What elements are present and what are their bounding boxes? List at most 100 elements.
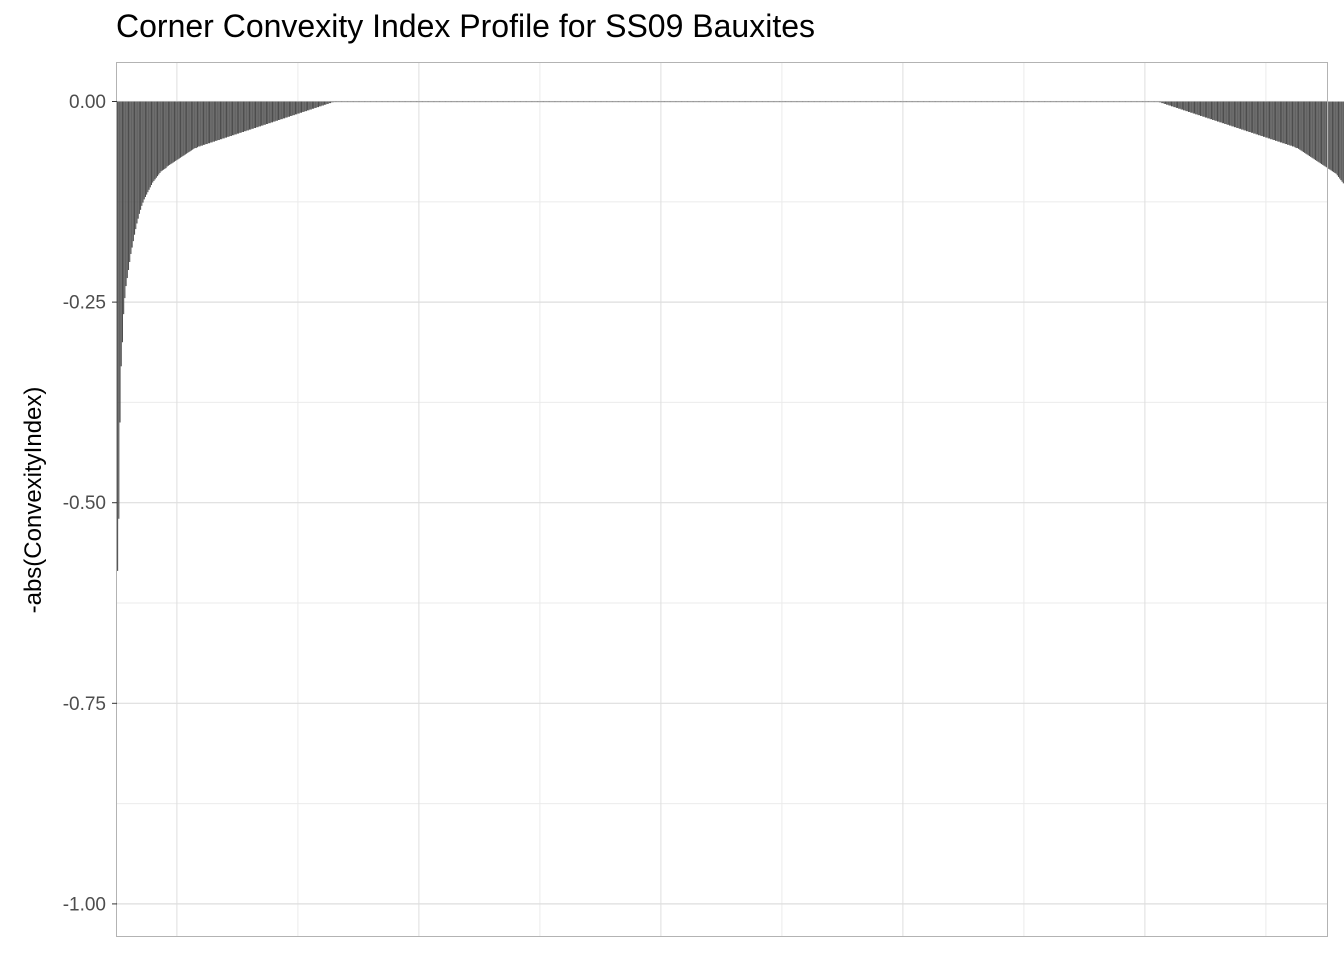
bar	[858, 101, 860, 103]
bar	[897, 101, 899, 103]
bar	[1172, 101, 1174, 107]
bar	[300, 101, 303, 113]
bar	[1200, 101, 1202, 116]
bar	[1099, 101, 1101, 103]
bar	[799, 101, 801, 103]
bar	[1208, 101, 1210, 119]
bar	[392, 101, 395, 103]
bar	[1229, 101, 1231, 126]
bar	[971, 101, 973, 103]
bar	[1264, 101, 1266, 137]
bar	[1029, 101, 1031, 103]
bar	[562, 101, 564, 103]
bar	[731, 101, 733, 103]
bar	[207, 101, 209, 144]
bar	[1155, 101, 1157, 103]
y-tick-label: -1.00	[63, 894, 106, 915]
bar	[1053, 101, 1055, 103]
bar	[1114, 101, 1116, 103]
bar	[976, 101, 978, 103]
bar	[1079, 101, 1081, 103]
bar	[1024, 101, 1026, 103]
bar	[1273, 101, 1275, 141]
bar	[1149, 101, 1151, 103]
bar	[1047, 101, 1049, 103]
bar	[728, 101, 730, 103]
bar	[599, 101, 601, 103]
bar	[232, 101, 234, 136]
bar	[1275, 101, 1277, 141]
bar	[228, 101, 230, 137]
bar	[926, 101, 928, 103]
bar	[737, 101, 739, 103]
bar	[147, 101, 149, 193]
bar	[1201, 101, 1203, 116]
bar	[1184, 101, 1186, 111]
bar	[902, 101, 904, 103]
bar	[822, 101, 824, 103]
bar	[1224, 101, 1226, 124]
bar	[1282, 101, 1284, 144]
bar	[1123, 101, 1125, 103]
bar	[787, 101, 789, 103]
bar	[313, 101, 315, 109]
bar	[1259, 101, 1261, 136]
bar	[403, 101, 405, 103]
bar	[297, 101, 299, 114]
bar	[353, 101, 355, 103]
bar	[890, 101, 892, 103]
bar	[563, 101, 565, 103]
bar	[1276, 101, 1278, 141]
bar	[1232, 101, 1234, 127]
bar	[1111, 101, 1113, 103]
bar	[183, 101, 185, 156]
bar	[949, 101, 951, 103]
bar	[319, 101, 321, 107]
bar	[851, 101, 853, 103]
bar	[653, 101, 655, 103]
bar	[720, 101, 722, 103]
bar	[175, 101, 177, 161]
bar	[850, 101, 852, 103]
bar	[532, 101, 534, 103]
bar	[778, 101, 781, 103]
bar	[534, 101, 536, 103]
bar	[1152, 101, 1154, 103]
bar	[1058, 101, 1060, 103]
bar	[736, 101, 738, 103]
bar	[987, 101, 989, 103]
bar	[475, 101, 477, 103]
bar	[359, 101, 361, 103]
bar	[172, 101, 174, 163]
bar	[780, 101, 782, 103]
bar	[1046, 101, 1048, 103]
bar	[723, 101, 725, 103]
bar	[627, 101, 629, 103]
bar	[918, 101, 920, 103]
bar	[438, 101, 441, 103]
bar	[1173, 101, 1175, 108]
bar	[740, 101, 742, 103]
bar	[1301, 101, 1303, 152]
bar	[680, 101, 683, 103]
bar	[856, 101, 858, 103]
bar	[1135, 101, 1137, 103]
bar	[472, 101, 474, 103]
bar	[1302, 101, 1304, 153]
bar	[326, 101, 328, 104]
bar	[677, 101, 679, 103]
bar	[990, 101, 992, 103]
bar	[1054, 101, 1056, 103]
bar	[872, 101, 874, 103]
bar	[595, 101, 597, 103]
bar	[1244, 101, 1246, 131]
bar	[428, 101, 430, 103]
bar	[587, 101, 589, 103]
bar	[530, 101, 532, 103]
grid-layer	[117, 63, 1327, 936]
bar	[1102, 101, 1104, 103]
bar	[844, 101, 846, 103]
bar	[374, 101, 376, 103]
bar	[495, 101, 497, 103]
bar	[1076, 101, 1078, 103]
